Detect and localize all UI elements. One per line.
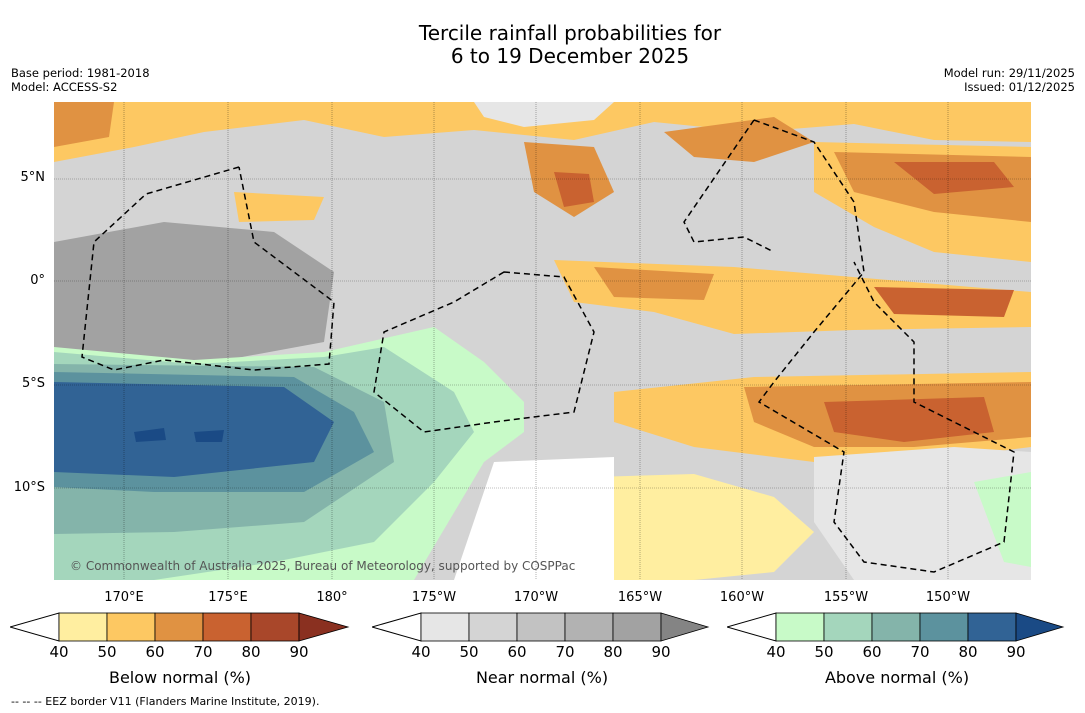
issued-date: Issued: 01/12/2025 [964,80,1075,94]
colorbar-near-start-arrow [372,612,422,642]
cb-near-tick-90: 90 [651,643,671,661]
colorbar-above-title: Above normal (%) [824,668,970,687]
colorbar-above-normal [727,612,1065,642]
lon-label-180: 180° [316,590,348,605]
colorbar-near-swatch-2 [468,612,518,642]
colorbar-below-swatch-3 [154,612,204,642]
colorbar-below-title: Below normal (%) [108,668,252,687]
base-period: Base period: 1981-2018 [11,66,150,80]
region-below-70-east [874,287,1014,317]
region-below-50-west [234,192,324,222]
colorbar-below-normal [10,612,350,642]
colorbar-near-swatch-5 [612,612,662,642]
region-below-60-northwest [54,102,114,147]
cb-near-tick-60: 60 [507,643,527,661]
lon-label-175e: 175°E [208,590,248,605]
cb-above-tick-70: 70 [910,643,930,661]
lat-label-10s: 10°S [13,480,45,495]
cb-below-tick-70: 70 [193,643,213,661]
eez-border-line-islands [683,119,775,253]
region-below-60-equator [594,267,714,300]
colorbar-above-swatch-4 [919,612,969,642]
lat-label-5n: 5°N [20,170,46,185]
lat-label-0: 0° [30,273,45,288]
colorbar-near-title: Near normal (%) [475,668,609,687]
lon-label-165w: 165°W [617,590,663,605]
region-below-70-northeast [894,162,1014,194]
eez-borders [81,119,1015,573]
lon-label-150w: 150°W [925,590,971,605]
title-line-2: 6 to 19 December 2025 [450,44,690,68]
region-below-40-southwest [594,474,814,580]
colorbar-below-swatch-4 [202,612,252,642]
cb-above-tick-40: 40 [766,643,786,661]
cb-above-tick-60: 60 [862,643,882,661]
model-run: Model run: 29/11/2025 [943,66,1075,80]
cb-above-tick-50: 50 [814,643,834,661]
copyright-text: © Commonwealth of Australia 2025, Bureau… [70,559,575,573]
eez-legend-footer: -- -- -- EEZ border V11 (Flanders Marine… [11,695,320,708]
map-title: Tercile rainfall probabilities for 6 to … [0,22,1085,68]
colorbar-above-end-arrow [1015,612,1065,642]
cb-near-tick-70: 70 [555,643,575,661]
meta-left: Base period: 1981-2018 Model: ACCESS-S2 [11,66,150,94]
region-near-40-north [474,102,614,127]
region-above-90-2 [194,430,224,442]
colorbar-near-swatch-1 [420,612,470,642]
colorbar-above-swatch-3 [871,612,921,642]
colorbar-above-swatch-5 [967,612,1017,642]
lon-label-170e: 170°E [104,590,144,605]
region-near-40-southeast [814,447,1031,580]
colorbar-below-end-arrow [298,612,350,642]
colorbar-near-end-arrow [660,612,710,642]
colorbar-near-swatch-4 [564,612,614,642]
eez-border-kiribati-west [81,166,335,371]
colorbar-above-swatch-1 [775,612,825,642]
gridlines [54,102,1031,580]
cb-below-tick-90: 90 [289,643,309,661]
region-above-40-southeast [974,472,1031,567]
colorbar-below-swatch-2 [106,612,156,642]
region-above-90-1 [134,428,166,442]
cb-below-tick-50: 50 [97,643,117,661]
lon-label-170w: 170°W [513,590,559,605]
region-below-70-south [824,397,994,442]
colorbar-near-swatch-3 [516,612,566,642]
colorbar-below-start-arrow [10,612,60,642]
region-below-70-central-north [554,172,594,207]
colorbar-below-swatch-1 [58,612,108,642]
model-name: Model: ACCESS-S2 [11,80,118,94]
lon-label-160w: 160°W [719,590,765,605]
title-line-1: Tercile rainfall probabilities for [418,21,722,45]
eez-border-central [373,271,595,433]
cb-below-tick-80: 80 [241,643,261,661]
colorbar-above-swatch-2 [823,612,873,642]
cb-near-tick-80: 80 [603,643,623,661]
region-above-80-southwest [54,382,334,477]
colorbar-above-start-arrow [727,612,777,642]
colorbar-near-normal [372,612,710,642]
region-below-normal-top [54,102,1031,162]
cb-above-tick-80: 80 [958,643,978,661]
cb-near-tick-50: 50 [459,643,479,661]
rainfall-probability-map: © Commonwealth of Australia 2025, Bureau… [54,102,1031,580]
cb-below-tick-60: 60 [145,643,165,661]
cb-below-tick-40: 40 [49,643,69,661]
eez-border-east [753,119,1015,573]
lon-label-155w: 155°W [823,590,869,605]
lat-label-5s: 5°S [21,376,45,391]
cb-above-tick-90: 90 [1006,643,1026,661]
colorbar-below-swatch-5 [250,612,300,642]
lon-label-175w: 175°W [411,590,457,605]
meta-right: Model run: 29/11/2025 Issued: 01/12/2025 [944,66,1075,94]
cb-near-tick-40: 40 [411,643,431,661]
